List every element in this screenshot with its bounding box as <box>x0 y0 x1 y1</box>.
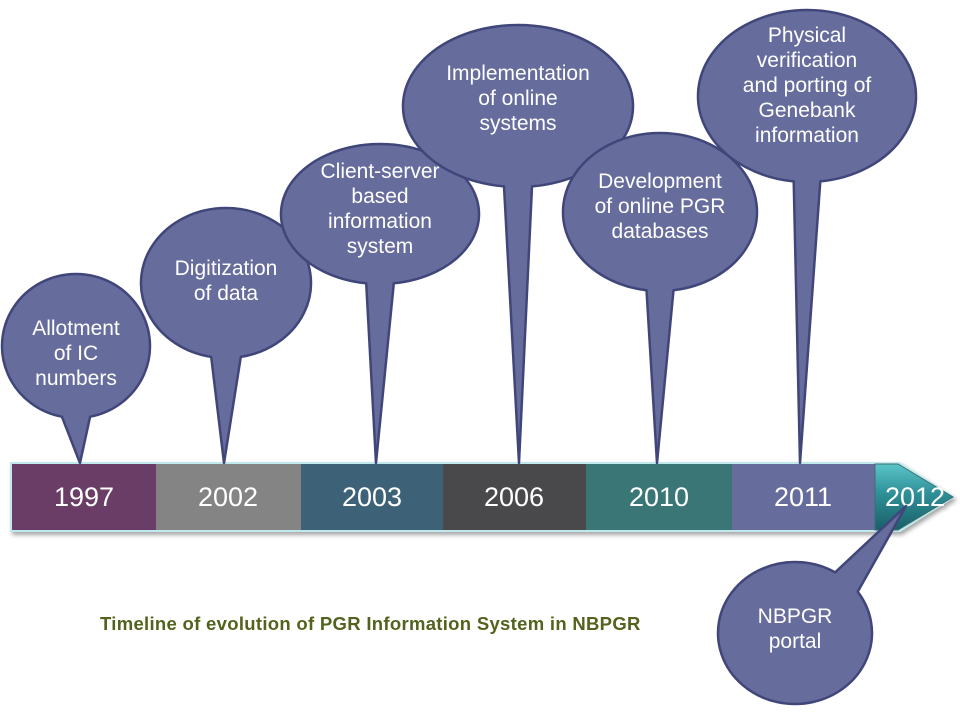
svg-text:system: system <box>347 235 414 258</box>
svg-text:based: based <box>351 185 408 208</box>
svg-text:2011: 2011 <box>774 482 832 512</box>
svg-text:2006: 2006 <box>484 482 544 512</box>
svg-text:of online: of online <box>478 87 557 110</box>
svg-text:verification: verification <box>757 49 857 72</box>
svg-text:NBPGR: NBPGR <box>758 605 833 628</box>
svg-text:2003: 2003 <box>342 482 402 512</box>
svg-text:Development: Development <box>598 170 722 193</box>
svg-text:Digitization: Digitization <box>175 257 278 280</box>
svg-text:of online PGR: of online PGR <box>595 195 726 218</box>
svg-text:2012: 2012 <box>885 482 945 512</box>
svg-text:systems: systems <box>479 112 556 135</box>
svg-text:2010: 2010 <box>629 482 689 512</box>
svg-text:numbers: numbers <box>35 367 117 390</box>
svg-text:information: information <box>755 124 859 147</box>
svg-text:Timeline of evolution of PGR: Timeline of evolution of PGR Information… <box>100 613 641 634</box>
svg-text:Implementation: Implementation <box>446 62 590 85</box>
svg-text:of IC: of IC <box>54 342 98 365</box>
svg-text:of data: of data <box>194 282 259 305</box>
svg-text:databases: databases <box>612 220 709 243</box>
svg-text:Client-server: Client-server <box>320 160 439 183</box>
svg-text:information: information <box>328 210 432 233</box>
svg-text:2002: 2002 <box>198 482 258 512</box>
svg-text:portal: portal <box>769 630 822 653</box>
svg-text:and porting of: and porting of <box>743 74 872 97</box>
svg-text:Genebank: Genebank <box>759 99 856 122</box>
svg-text:Allotment: Allotment <box>32 317 120 340</box>
svg-text:1997: 1997 <box>54 482 114 512</box>
svg-text:Physical: Physical <box>768 24 846 47</box>
